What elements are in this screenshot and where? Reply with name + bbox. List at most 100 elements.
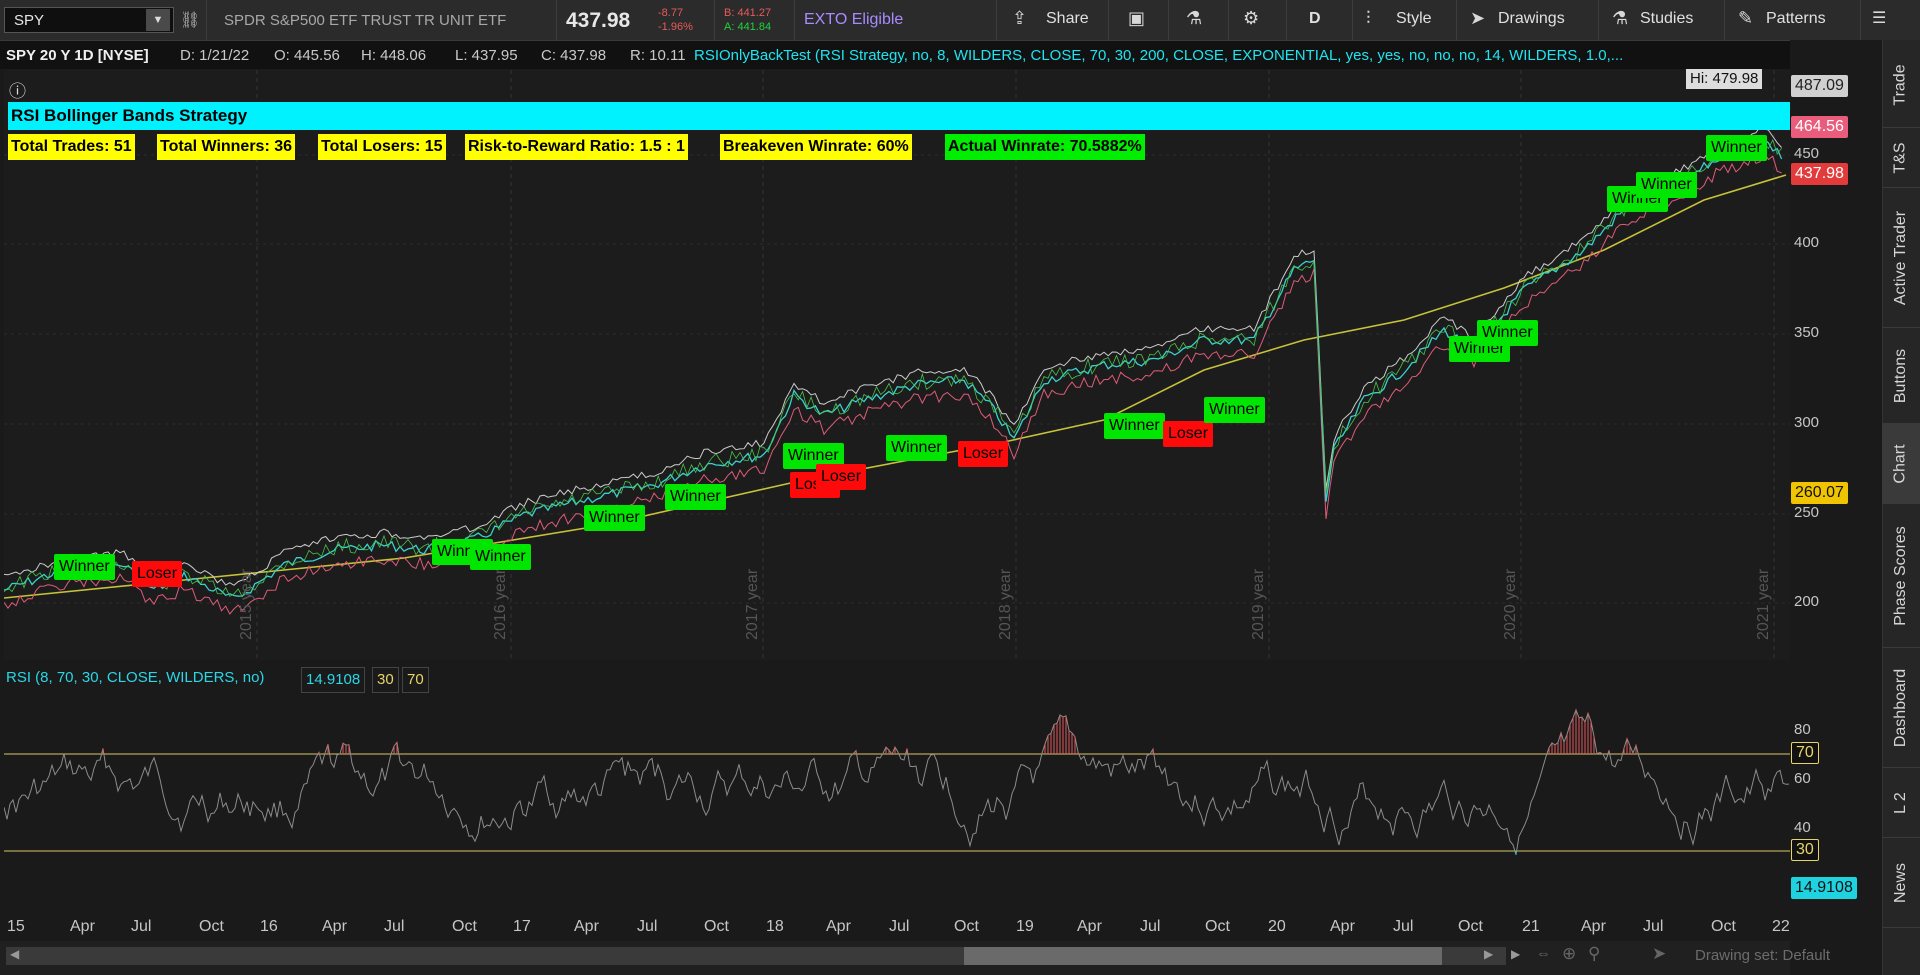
time-axis-label: Apr bbox=[574, 918, 599, 935]
share-button[interactable]: Share bbox=[1046, 10, 1089, 27]
time-axis-label: Oct bbox=[704, 918, 729, 935]
trade-marker: Winner bbox=[886, 435, 947, 461]
scroll-right-icon[interactable]: ▶ bbox=[1484, 947, 1494, 961]
toolbar-separator bbox=[1352, 0, 1353, 40]
scroll-left-icon[interactable]: ◀ bbox=[10, 947, 20, 961]
bar-date: D: 1/21/22 bbox=[180, 47, 250, 64]
time-axis-label: Apr bbox=[322, 918, 347, 935]
style-icon[interactable]: ⫶ bbox=[1366, 8, 1371, 28]
rsi-overbought-label: 70 bbox=[402, 667, 429, 693]
rsi-pane[interactable] bbox=[4, 665, 1790, 913]
time-axis-label: Apr bbox=[1330, 918, 1355, 935]
aggregation-button[interactable]: D bbox=[1309, 10, 1321, 27]
rsi-svg bbox=[4, 708, 1790, 855]
side-tab-label: L 2 bbox=[1892, 791, 1909, 814]
trade-marker: Loser bbox=[816, 464, 867, 490]
flask-icon[interactable]: ⚗ bbox=[1186, 8, 1203, 28]
exto-eligible-label[interactable]: EXTO Eligible bbox=[804, 11, 904, 28]
price-axis-label: 450 bbox=[1794, 145, 1820, 162]
alert-icon[interactable]: ⓘ bbox=[9, 82, 26, 101]
side-tab-active-trader[interactable]: Active Trader bbox=[1882, 188, 1920, 328]
stat-total-losers: Total Losers: 15 bbox=[318, 134, 446, 160]
rsi-value-label: 14.9108 bbox=[301, 667, 366, 693]
time-axis-label: Jul bbox=[384, 918, 405, 935]
trade-marker: Winner bbox=[1104, 413, 1165, 439]
side-tab-trade[interactable]: Trade bbox=[1882, 42, 1920, 128]
cursor-icon[interactable]: ➤ bbox=[1470, 8, 1486, 28]
time-axis-label: Jul bbox=[131, 918, 152, 935]
top-toolbar bbox=[0, 0, 1920, 41]
time-axis-label: Apr bbox=[826, 918, 851, 935]
stat-total-trades: Total Trades: 51 bbox=[8, 134, 135, 160]
symbol-input[interactable] bbox=[4, 7, 174, 33]
side-tab-dashboard[interactable]: Dashboard bbox=[1882, 648, 1920, 768]
rsi-axis-label: 80 bbox=[1794, 721, 1811, 738]
patterns-button[interactable]: Patterns bbox=[1766, 10, 1826, 27]
zoom-icon[interactable]: ⚲ bbox=[1588, 944, 1601, 963]
gear-icon[interactable]: ⚙ bbox=[1243, 8, 1260, 28]
time-axis-label: 22 bbox=[1772, 918, 1790, 935]
year-label: 2021 year bbox=[1755, 568, 1772, 640]
chart-info-line bbox=[0, 41, 1790, 69]
chart-symbol-period: SPY 20 Y 1D [NYSE] bbox=[6, 47, 149, 64]
side-tab-chart[interactable]: Chart bbox=[1882, 424, 1920, 504]
time-axis-label: Oct bbox=[199, 918, 224, 935]
symbol-dropdown-button[interactable]: ▼ bbox=[146, 9, 170, 31]
toolbar-separator bbox=[1168, 0, 1169, 40]
share-icon[interactable]: ⇪ bbox=[1012, 8, 1028, 28]
expand-horizontal-icon[interactable]: ⇔ bbox=[1536, 945, 1551, 962]
side-tab-buttons[interactable]: Buttons bbox=[1882, 328, 1920, 424]
scroll-end-icon[interactable]: ▶ bbox=[1511, 947, 1521, 961]
patterns-icon[interactable]: ✎ bbox=[1738, 8, 1754, 28]
studies-button[interactable]: Studies bbox=[1640, 10, 1694, 27]
stat-breakeven-winrate: Breakeven Winrate: 60% bbox=[720, 134, 912, 160]
net-change: -8.77 -1.96% bbox=[658, 6, 693, 34]
lower-band-line bbox=[4, 151, 1782, 615]
pointer-icon[interactable]: ➤ bbox=[1652, 944, 1667, 963]
menu-icon[interactable]: ☰ bbox=[1872, 10, 1887, 27]
time-axis[interactable] bbox=[4, 913, 1790, 941]
price-chart-area[interactable] bbox=[4, 70, 1790, 660]
trade-marker: Winner bbox=[1706, 135, 1767, 161]
crosshair-icon[interactable]: ⊕ bbox=[1562, 944, 1577, 963]
drawing-set-selector[interactable]: Drawing set: Default bbox=[1695, 947, 1831, 964]
time-axis-label: 19 bbox=[1016, 918, 1034, 935]
side-tab-news[interactable]: News bbox=[1882, 838, 1920, 928]
price-axis-label: 200 bbox=[1794, 593, 1820, 610]
side-tab-ts[interactable]: T&S bbox=[1882, 128, 1920, 188]
trade-marker: Winner bbox=[1204, 397, 1265, 423]
trade-marker: Loser bbox=[1163, 421, 1214, 447]
snapshot-icon[interactable]: ▣ bbox=[1128, 8, 1146, 28]
time-axis-label: 17 bbox=[513, 918, 531, 935]
trade-marker: Loser bbox=[958, 441, 1009, 467]
toolbar-separator bbox=[1456, 0, 1457, 40]
bar-close: C: 437.98 bbox=[541, 47, 607, 64]
style-button[interactable]: Style bbox=[1396, 10, 1432, 27]
toolbar-separator bbox=[556, 0, 557, 40]
strategy-params[interactable]: RSIOnlyBackTest (RSI Strategy, no, 8, WI… bbox=[694, 47, 1624, 64]
toolbar-separator bbox=[206, 0, 207, 40]
drawings-button[interactable]: Drawings bbox=[1498, 10, 1565, 27]
side-tab-l2[interactable]: L 2 bbox=[1882, 768, 1920, 838]
side-tab-label: T&S bbox=[1892, 141, 1909, 174]
time-axis-label: 20 bbox=[1268, 918, 1286, 935]
side-tab-phase-scores[interactable]: Phase Scores bbox=[1882, 504, 1920, 648]
studies-flask-icon[interactable]: ⚗ bbox=[1612, 8, 1629, 28]
trade-marker: Winner bbox=[1636, 172, 1697, 198]
moving-average-line bbox=[4, 174, 1787, 599]
link-icon[interactable]: ⛓ bbox=[180, 12, 201, 29]
year-label: 2016 year bbox=[492, 568, 509, 640]
time-axis-label: 15 bbox=[7, 918, 25, 935]
time-axis-label: 18 bbox=[766, 918, 784, 935]
price-axis-label: 350 bbox=[1794, 324, 1820, 341]
price-axis[interactable] bbox=[1790, 40, 1882, 660]
rsi-study-label[interactable]: RSI (8, 70, 30, CLOSE, WILDERS, no) bbox=[6, 669, 265, 686]
year-label: 2017 year bbox=[744, 568, 761, 640]
toolbar-separator bbox=[714, 0, 715, 40]
time-axis-label: Oct bbox=[954, 918, 979, 935]
time-axis-label: Jul bbox=[889, 918, 910, 935]
year-label: 2018 year bbox=[997, 568, 1014, 640]
scrollbar-thumb[interactable] bbox=[964, 947, 1442, 965]
year-labels-group: 2015 year 2016 year 2017 year 2018 year 2019… bbox=[238, 568, 1772, 640]
ask-value: A: 441.84 bbox=[724, 21, 772, 33]
